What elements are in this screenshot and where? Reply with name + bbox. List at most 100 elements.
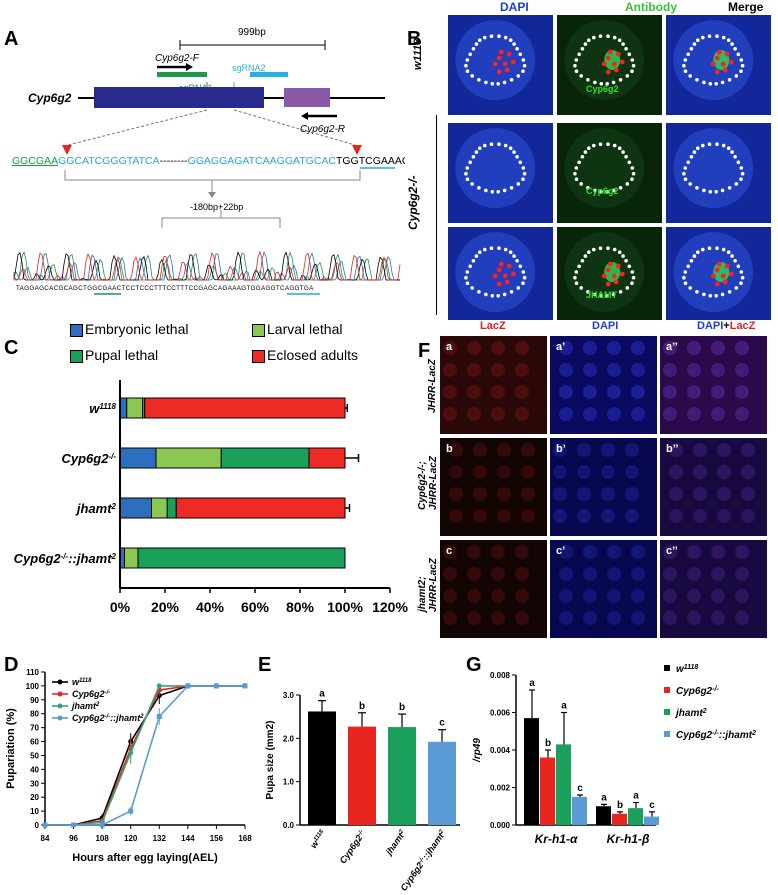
cell-nucleus xyxy=(443,385,457,399)
cell-nucleus xyxy=(663,363,677,377)
outline-dot xyxy=(720,188,725,193)
sig-letter-e-3: c xyxy=(439,718,445,729)
red-dot xyxy=(601,61,607,67)
outline-dot xyxy=(621,254,625,258)
outline-dot xyxy=(726,38,731,42)
outline-dot xyxy=(471,47,476,51)
y-axis-label-d: Pupariation (%) xyxy=(5,708,17,789)
outline-dot xyxy=(489,34,494,38)
outline-dot xyxy=(696,146,700,150)
outline-dot xyxy=(574,58,579,62)
bar-g-0-3 xyxy=(572,796,587,825)
cell-nucleus xyxy=(515,363,529,377)
cell-nucleus xyxy=(607,407,621,421)
outline-dot xyxy=(521,177,525,181)
outline-dot xyxy=(512,150,516,154)
x-tick-label-d: 144 xyxy=(181,834,195,843)
red-dot xyxy=(613,67,619,73)
outline-dot xyxy=(464,275,468,280)
cell-nucleus xyxy=(631,385,645,399)
red-dot xyxy=(504,279,510,285)
panel-label-f: F xyxy=(418,340,431,362)
outline-dot xyxy=(739,270,744,274)
cell-nucleus xyxy=(711,545,725,559)
outline-dot xyxy=(593,188,597,193)
tile-letter: a’ xyxy=(556,341,565,353)
cell-nucleus xyxy=(735,589,749,603)
micrograph-tile-f xyxy=(550,438,657,536)
panel-d-chart: 0 10 20 30 40 50 60 70 80 90 100 110 84 96 108 120 132 14… xyxy=(5,668,252,864)
y-tick-label-d: 20 xyxy=(30,793,39,802)
outline-dot xyxy=(689,259,694,263)
outline-dot xyxy=(714,294,718,298)
outline-dot xyxy=(574,166,579,170)
sgrna2-bar xyxy=(250,72,288,77)
cell-nucleus xyxy=(449,465,463,479)
tissue-blob xyxy=(564,128,645,208)
outline-dot xyxy=(521,281,525,286)
outline-dot xyxy=(617,38,622,42)
deletion-bracket xyxy=(64,170,361,181)
red-dot xyxy=(492,61,498,67)
outline-dot xyxy=(521,270,526,274)
legend-label-d-3: Cyp6g2-/-::jhamt2 xyxy=(72,713,144,723)
outline-dot xyxy=(695,290,699,294)
outline-dot xyxy=(630,58,635,62)
y-tick-label-e: 0.0 xyxy=(283,821,295,830)
bar-g-1-2 xyxy=(628,808,643,825)
cell-nucleus xyxy=(553,487,567,501)
cell-nucleus xyxy=(467,363,481,377)
cell-nucleus xyxy=(443,407,457,421)
tile-label-cyp6g2-1: Cyp6g2 xyxy=(586,84,619,94)
tile-letter: a’’ xyxy=(666,341,678,353)
outline-dot xyxy=(688,74,692,78)
cell-nucleus xyxy=(663,545,677,559)
primer-f-label: Cyp6g2-F xyxy=(155,53,200,64)
cell-nucleus xyxy=(687,611,701,625)
outline-dot xyxy=(497,34,501,38)
red-dot xyxy=(605,281,611,287)
cell-nucleus xyxy=(663,611,677,625)
y-tick-label-g: 0.000 xyxy=(490,821,511,830)
x-tick-label-c: 100% xyxy=(327,599,363,615)
cell-nucleus xyxy=(669,443,683,457)
outline-dot xyxy=(593,292,597,297)
cell-nucleus xyxy=(601,487,615,501)
outline-dot xyxy=(592,143,596,148)
red-dot xyxy=(496,69,502,75)
outline-dot xyxy=(682,171,686,176)
outline-dot xyxy=(730,254,734,258)
outline-dot xyxy=(715,34,719,38)
cell-nucleus xyxy=(583,589,597,603)
y-tick-label-d: 60 xyxy=(30,738,39,747)
outline-dot xyxy=(574,281,579,286)
x-tick-label-e-3: Cyp6g2-/-::jhamt2 xyxy=(398,828,448,893)
sig-letter-e-1: b xyxy=(359,701,365,712)
legend-label-g-0: w1118 xyxy=(676,664,698,676)
panel-label-e: E xyxy=(258,654,272,676)
outline-dot xyxy=(477,290,481,294)
outline-dot xyxy=(599,190,604,194)
outline-dot xyxy=(630,166,635,170)
cell-nucleus xyxy=(521,509,535,523)
outline-dot xyxy=(715,142,719,146)
legend-label-g-1: Cyp6g2-/- xyxy=(676,686,719,698)
cell-nucleus xyxy=(687,407,701,421)
outline-dot xyxy=(490,294,495,298)
sig-letter-g-0-2: a xyxy=(561,701,567,712)
legend-label-pupal: Pupal lethal xyxy=(85,347,159,363)
cell-nucleus xyxy=(515,341,529,355)
bar-g-0-2 xyxy=(556,744,571,825)
outline-dot xyxy=(734,286,739,290)
outline-dot xyxy=(688,286,692,290)
sequence-line: GGCGAAGGCATCGGGTATCA--------GGAGGAGATCAA… xyxy=(12,155,405,167)
cell-nucleus xyxy=(443,341,457,355)
series-line-d-3 xyxy=(45,685,245,826)
cell-nucleus xyxy=(467,385,481,399)
outline-dot xyxy=(702,80,706,85)
red-dot xyxy=(728,271,734,277)
cell-nucleus xyxy=(521,487,535,501)
outline-dot xyxy=(708,190,713,194)
cell-nucleus xyxy=(583,363,597,377)
x-tick-label-g-1: Kr-h1-β xyxy=(607,832,650,846)
